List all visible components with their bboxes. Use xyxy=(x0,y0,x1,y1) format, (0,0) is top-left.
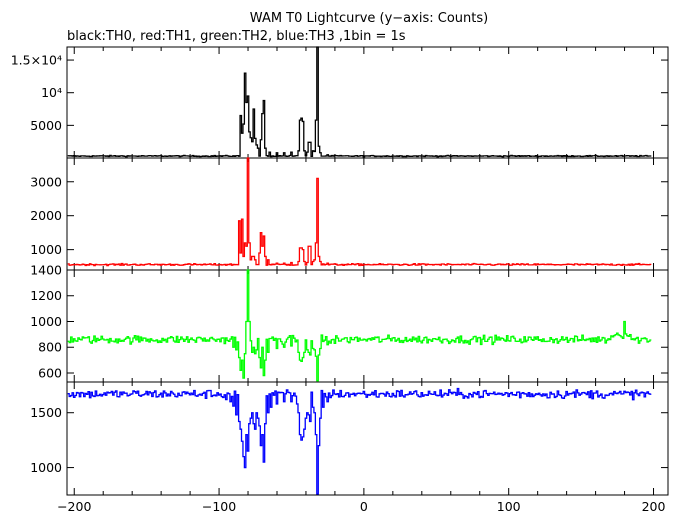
y-tick-label-th1: 2000 xyxy=(30,208,62,223)
y-tick-label-th0: 5000 xyxy=(30,118,62,133)
x-tick-label: 200 xyxy=(642,499,666,514)
series-line-th0 xyxy=(67,46,652,158)
y-tick-label-th2: 800 xyxy=(38,340,62,355)
y-tick-label-th3: 1500 xyxy=(30,405,62,420)
y-tick-label-th2: 600 xyxy=(38,365,62,380)
series-line-th2 xyxy=(67,269,652,382)
x-tick-label: −200 xyxy=(57,499,91,514)
series-line-th3 xyxy=(67,387,652,495)
y-tick-label-th2: 1000 xyxy=(30,314,62,329)
y-tick-label-th0: 1.5×10⁴ xyxy=(11,53,62,68)
chart-title: WAM T0 Lightcurve (y−axis: Counts) xyxy=(250,11,488,26)
x-tick-label: 0 xyxy=(360,499,368,514)
y-tick-label-th0: 10⁴ xyxy=(41,85,62,100)
panel-frame-th0 xyxy=(66,46,669,159)
y-tick-label-th3: 1000 xyxy=(30,460,62,475)
panel-frame-th3 xyxy=(66,381,669,496)
x-tick-label: −100 xyxy=(202,499,236,514)
series-line-th1 xyxy=(67,157,652,267)
y-tick-label-th1: 1000 xyxy=(30,242,62,257)
chart-subtitle: black:TH0, red:TH1, green:TH2, blue:TH3 … xyxy=(67,29,406,44)
panel-frame-th2 xyxy=(66,269,669,383)
x-tick-label: 100 xyxy=(497,499,521,514)
panel-frame-th1 xyxy=(66,157,669,271)
y-tick-label-th2: 1200 xyxy=(30,288,62,303)
y-tick-label-th2: 1400 xyxy=(30,263,62,278)
y-tick-label-th1: 3000 xyxy=(30,174,62,189)
